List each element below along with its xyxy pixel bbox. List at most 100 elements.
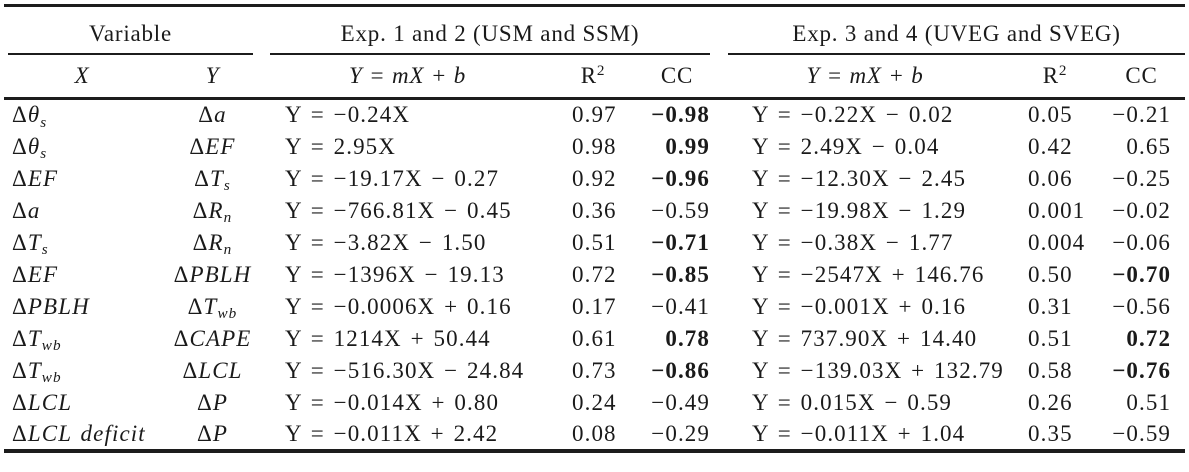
x-variable: ΔLCL (12, 389, 73, 415)
exp12-cc-value: −0.96 (651, 165, 711, 191)
y-column-header: Y (205, 62, 220, 88)
exp34-r-squared-header: R2 (1042, 62, 1068, 88)
table-row: Δθs ΔEF Y = 2.95X 0.98 0.99 Y = 2.49X − 0.04 0… (4, 131, 1185, 163)
exp12-cc-value: 0.99 (665, 133, 711, 159)
delta-symbol: Δ (12, 325, 28, 351)
y-variable: ΔLCL (182, 357, 243, 383)
delta-symbol: Δ (182, 357, 199, 383)
table-row: Δa ΔRn Y = −766.81X − 0.45 0.36 −0.59 Y = −19… (4, 195, 1185, 227)
table-row: ΔTwb ΔCAPE Y = 1214X + 50.44 0.61 0.78 Y = 73… (4, 323, 1185, 355)
y-variable: ΔTs (194, 165, 231, 194)
variable-group-header: Variable (8, 21, 253, 55)
y-variable: ΔPBLH (173, 261, 252, 287)
exp12-equation: Y = −1396X − 19.13 (285, 261, 505, 287)
y-variable: Δa (198, 102, 227, 128)
exp34-r-squared-value: 0.58 (1028, 357, 1073, 383)
exp34-cc-value: 0.72 (1126, 325, 1172, 351)
y-variable: ΔP (196, 420, 229, 446)
exp12-r-squared-value: 0.51 (572, 229, 617, 255)
exp12-equation: Y = 2.95X (285, 133, 396, 159)
delta-symbol: Δ (12, 357, 28, 383)
x-variable: Δθs (12, 102, 48, 131)
exp12-r-squared-value: 0.97 (572, 102, 617, 128)
y-variable: ΔEF (189, 133, 236, 159)
exp34-r-squared-value: 0.50 (1028, 261, 1073, 287)
exp34-r-squared-value: 0.06 (1028, 165, 1073, 191)
delta-symbol: Δ (12, 102, 28, 128)
x-variable: Δθs (12, 133, 48, 162)
exp12-cc-value: 0.78 (665, 325, 711, 351)
exp34-equation: Y = 2.49X − 0.04 (752, 133, 940, 159)
exp12-equation: Y = −0.24X (285, 102, 411, 128)
delta-symbol: Δ (12, 389, 28, 415)
exp12-cc-header: CC (660, 62, 694, 88)
exp12-cc-value: −0.41 (651, 293, 711, 319)
y-variable: ΔRn (192, 197, 233, 226)
exp34-r-squared-value: 0.31 (1028, 293, 1073, 319)
exp12-equation: Y = 1214X + 50.44 (285, 325, 491, 351)
table-body: Δθs Δa Y = −0.24X 0.97 −0.98 Y = −0.22X − 0.0… (4, 99, 1185, 451)
exp34-cc-value: −0.76 (1112, 357, 1172, 383)
exp34-r-squared-value: 0.001 (1028, 197, 1086, 223)
exp34-r-squared-value: 0.26 (1028, 389, 1073, 415)
delta-symbol: Δ (192, 229, 209, 255)
exp34-r-squared-value: 0.05 (1028, 102, 1073, 128)
exp12-cc-value: −0.59 (651, 197, 711, 223)
exp34-equation: Y = −19.98X − 1.29 (752, 197, 967, 223)
exp34-cc-value: −0.02 (1112, 197, 1172, 223)
x-variable: ΔLCL deficit (12, 420, 146, 446)
x-variable: ΔEF (12, 165, 59, 191)
x-variable: Δa (12, 197, 41, 223)
delta-symbol: Δ (12, 133, 28, 159)
table-row: ΔEF ΔPBLH Y = −1396X − 19.13 0.72 −0.85 Y = −… (4, 259, 1185, 291)
exp12-r-squared-value: 0.24 (572, 389, 617, 415)
y-variable: ΔCAPE (173, 325, 252, 351)
delta-symbol: Δ (173, 261, 190, 287)
table-row: ΔLCL ΔP Y = −0.014X + 0.80 0.24 −0.49 Y = 0.0… (4, 387, 1185, 419)
delta-symbol: Δ (187, 293, 204, 319)
exp12-cc-value: −0.98 (651, 102, 711, 128)
delta-symbol: Δ (12, 261, 28, 287)
exp34-r-squared-value: 0.004 (1028, 229, 1086, 255)
table-row: ΔPBLH ΔTwb Y = −0.0006X + 0.16 0.17 −0.41 Y =… (4, 291, 1185, 323)
delta-symbol: Δ (12, 293, 28, 319)
exp12-r-squared-value: 0.17 (572, 293, 617, 319)
exp12-equation: Y = −0.011X + 2.42 (285, 420, 499, 446)
exp34-equation: Y = −0.22X − 0.02 (752, 102, 954, 128)
exp34-cc-value: 0.65 (1126, 133, 1172, 159)
exp34-r-squared-value: 0.51 (1028, 325, 1073, 351)
exp34-cc-value: −0.59 (1112, 420, 1172, 446)
group-header-row: Variable Exp. 1 and 2 (USM and SSM) Exp.… (4, 6, 1186, 55)
exp34-equation: Y = 737.90X + 14.40 (752, 325, 978, 351)
exp12-r-squared-value: 0.92 (572, 165, 617, 191)
regression-statistics-table: Variable Exp. 1 and 2 (USM and SSM) Exp.… (4, 4, 1186, 453)
exp12-r-squared-value: 0.72 (572, 261, 617, 287)
delta-symbol: Δ (12, 197, 28, 223)
exp34-equation-header: Y = mX + b (806, 62, 924, 88)
exp12-equation: Y = −19.17X − 0.27 (285, 165, 500, 191)
table-row: ΔTwb ΔLCL Y = −516.30X − 24.84 0.73 −0.86 Y =… (4, 355, 1185, 387)
exp34-equation: Y = −2547X + 146.76 (752, 261, 985, 287)
x-variable: ΔTwb (12, 357, 62, 386)
exp12-equation: Y = −0.0006X + 0.16 (285, 293, 512, 319)
exp12-equation: Y = −0.014X + 0.80 (285, 389, 500, 415)
exp12-equation: Y = −766.81X − 0.45 (285, 197, 512, 223)
x-variable: ΔTs (12, 229, 49, 258)
delta-symbol: Δ (189, 133, 206, 159)
table-row: ΔEF ΔTs Y = −19.17X − 0.27 0.92 −0.96 Y = −12… (4, 163, 1185, 195)
exp12-r-squared-value: 0.98 (572, 133, 617, 159)
table-row: ΔTs ΔRn Y = −3.82X − 1.50 0.51 −0.71 Y = −0.3… (4, 227, 1185, 259)
table-row: Δθs Δa Y = −0.24X 0.97 −0.98 Y = −0.22X − 0.0… (4, 99, 1185, 131)
exp34-equation: Y = −12.30X − 2.45 (752, 165, 967, 191)
column-header-row: X Y Y = mX + b R2 CC Y = mX + b R2 CC (4, 54, 1186, 100)
exp34-equation: Y = 0.015X − 0.59 (752, 389, 953, 415)
exp34-cc-value: −0.70 (1112, 261, 1172, 287)
x-variable: ΔTwb (12, 325, 62, 354)
delta-symbol: Δ (192, 197, 209, 223)
exp34-equation: Y = −0.001X + 0.16 (752, 293, 967, 319)
exp12-cc-value: −0.85 (651, 261, 711, 287)
exp34-cc-value: −0.56 (1112, 293, 1172, 319)
exp12-r-squared-value: 0.61 (572, 325, 617, 351)
x-column-header: X (74, 62, 90, 88)
exp12-r-squared-header: R2 (580, 62, 606, 88)
